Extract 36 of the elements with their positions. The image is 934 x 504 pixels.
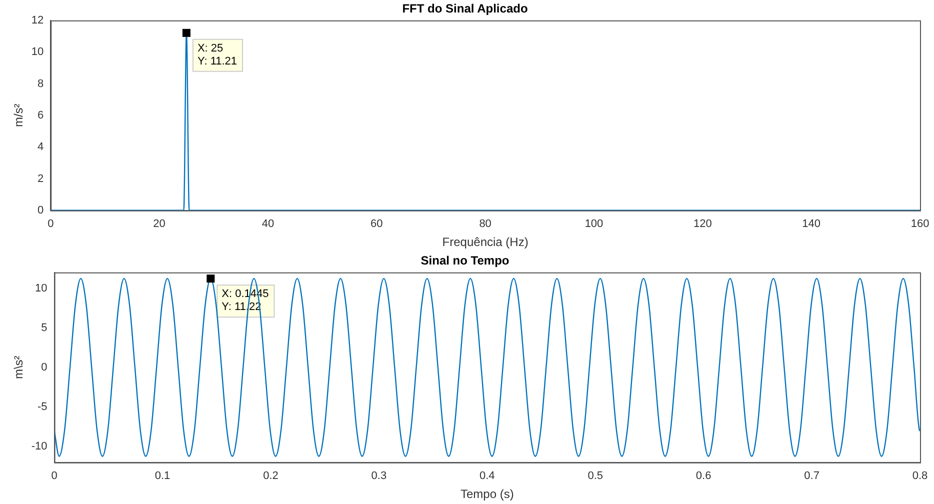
x-tick-label: 0.2 <box>263 470 278 482</box>
y-tick-label: 2 <box>38 172 44 185</box>
annotation: X: 25 Y: 11.21 <box>197 42 238 68</box>
x-axis-title: Frequência (Hz) <box>442 235 528 250</box>
y-tick-label: -5 <box>38 401 48 414</box>
y-tick-label: 5 <box>41 322 48 334</box>
y-axis-title: m/s² <box>12 104 26 128</box>
y-tick-label: 0 <box>41 361 48 374</box>
x-tick-label: 0.1 <box>154 470 170 482</box>
x-tick-label: 100 <box>584 218 604 230</box>
y-tick-label: -10 <box>31 440 48 453</box>
x-tick-label: 0 <box>51 470 58 482</box>
y-tick-label: 12 <box>31 14 44 26</box>
y-tick-label: 4 <box>38 141 44 154</box>
x-tick-label: 140 <box>802 218 821 230</box>
x-tick-label: 0.7 <box>804 470 820 482</box>
x-axis-title: Tempo (s) <box>460 487 514 502</box>
chart-title: FFT do Sinal Aplicado <box>402 2 528 16</box>
y-tick-label: 6 <box>38 109 44 122</box>
chart-title: Sinal no Tempo <box>420 254 510 268</box>
x-tick-label: 20 <box>153 218 166 230</box>
x-tick-label: 120 <box>693 218 712 230</box>
x-tick-label: 80 <box>479 218 492 230</box>
y-tick-label: 0 <box>38 204 44 216</box>
y-tick-label: 10 <box>31 46 44 58</box>
x-tick-label: 0.5 <box>588 470 604 482</box>
x-tick-label: 0.8 <box>912 470 928 482</box>
x-tick-label: 0.4 <box>480 470 495 482</box>
y-axis-title: m\s² <box>12 356 26 380</box>
x-tick-label: 60 <box>370 218 383 230</box>
y-tick-label: 10 <box>35 282 48 294</box>
y-tick-label: 8 <box>38 78 44 90</box>
x-tick-label: 40 <box>262 218 274 230</box>
x-tick-label: 0.3 <box>371 470 387 482</box>
x-tick-label: 0.6 <box>696 470 712 482</box>
x-tick-label: 160 <box>910 218 930 230</box>
